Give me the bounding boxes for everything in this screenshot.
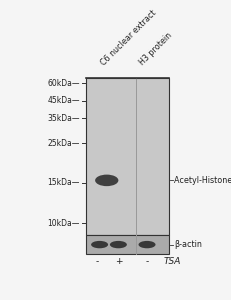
Text: 10kDa—: 10kDa—: [48, 219, 80, 228]
Ellipse shape: [91, 241, 108, 248]
Text: -: -: [145, 257, 149, 266]
Text: H3 protein: H3 protein: [138, 31, 174, 67]
Ellipse shape: [95, 175, 119, 186]
Text: 35kDa—: 35kDa—: [47, 113, 80, 122]
Text: TSA: TSA: [164, 257, 181, 266]
Ellipse shape: [110, 241, 127, 248]
Ellipse shape: [139, 241, 155, 248]
Text: -: -: [95, 257, 99, 266]
Text: 45kDa—: 45kDa—: [47, 96, 80, 105]
Text: 25kDa—: 25kDa—: [48, 139, 80, 148]
Text: +: +: [115, 257, 122, 266]
Text: β-actin: β-actin: [174, 240, 202, 249]
Text: Acetyl-Histone H3-K36: Acetyl-Histone H3-K36: [174, 176, 231, 185]
Bar: [86, 235, 169, 254]
Text: 60kDa—: 60kDa—: [47, 79, 80, 88]
Text: C6 nuclear extract: C6 nuclear extract: [99, 8, 158, 67]
Bar: [86, 78, 169, 235]
Text: 15kDa—: 15kDa—: [48, 178, 80, 187]
